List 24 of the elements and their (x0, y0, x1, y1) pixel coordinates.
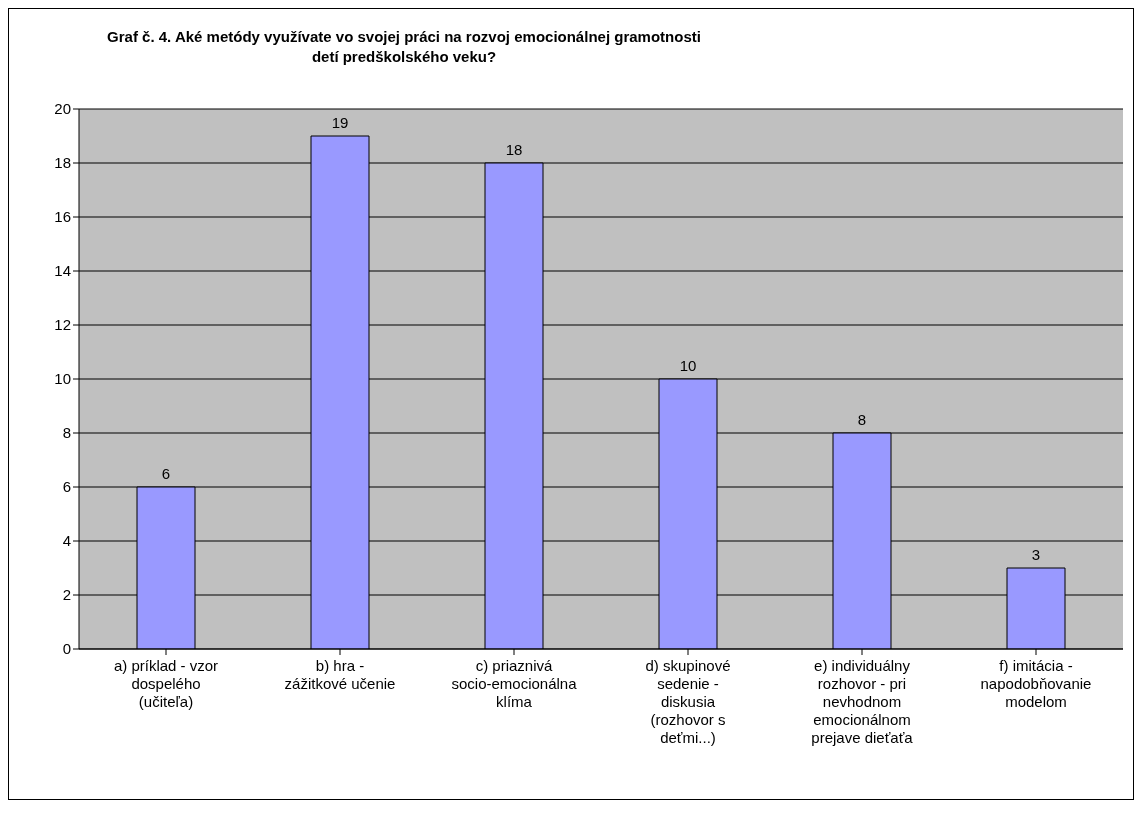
y-tick-label: 18 (54, 154, 71, 172)
y-tick-label: 8 (62, 424, 71, 442)
data-label: 10 (679, 357, 697, 374)
data-label: 6 (161, 465, 171, 482)
y-tick-label: 4 (62, 532, 71, 550)
y-tick-label: 12 (54, 316, 71, 334)
y-tick-label: 14 (54, 262, 71, 280)
y-tick-label: 2 (62, 586, 71, 604)
x-tick-label: d) skupinové sedenie - diskusia (rozhovor s deťmi...) (645, 657, 731, 746)
y-tick-label: 0 (62, 640, 71, 658)
x-tick-label: c) priaznivá socio-emocionálna klíma (451, 657, 578, 710)
y-tick-label: 10 (54, 370, 71, 388)
x-tick-label: b) hra - zážitkové učenie (284, 657, 396, 692)
data-label: 18 (505, 141, 523, 158)
chart-title: Graf č. 4. Aké metódy využívate vo svojej práci na rozvoj emocionálnej gramotnosti detí predškolského veku? (106, 27, 702, 67)
y-tick-label: 6 (62, 478, 71, 496)
y-tick-label: 20 (54, 100, 71, 118)
data-label: 8 (857, 411, 867, 428)
data-label: 19 (331, 114, 349, 131)
x-tick-label: a) príklad - vzor dospelého (učiteľa) (113, 657, 219, 710)
data-label: 3 (1031, 546, 1041, 563)
x-tick-label: e) individuálny rozhovor - pri nevhodnom emocionálnom prejave dieťaťa (811, 657, 914, 746)
x-tick-label: f) imitácia - napodobňovanie modelom (980, 657, 1092, 710)
y-tick-label: 16 (54, 208, 71, 226)
